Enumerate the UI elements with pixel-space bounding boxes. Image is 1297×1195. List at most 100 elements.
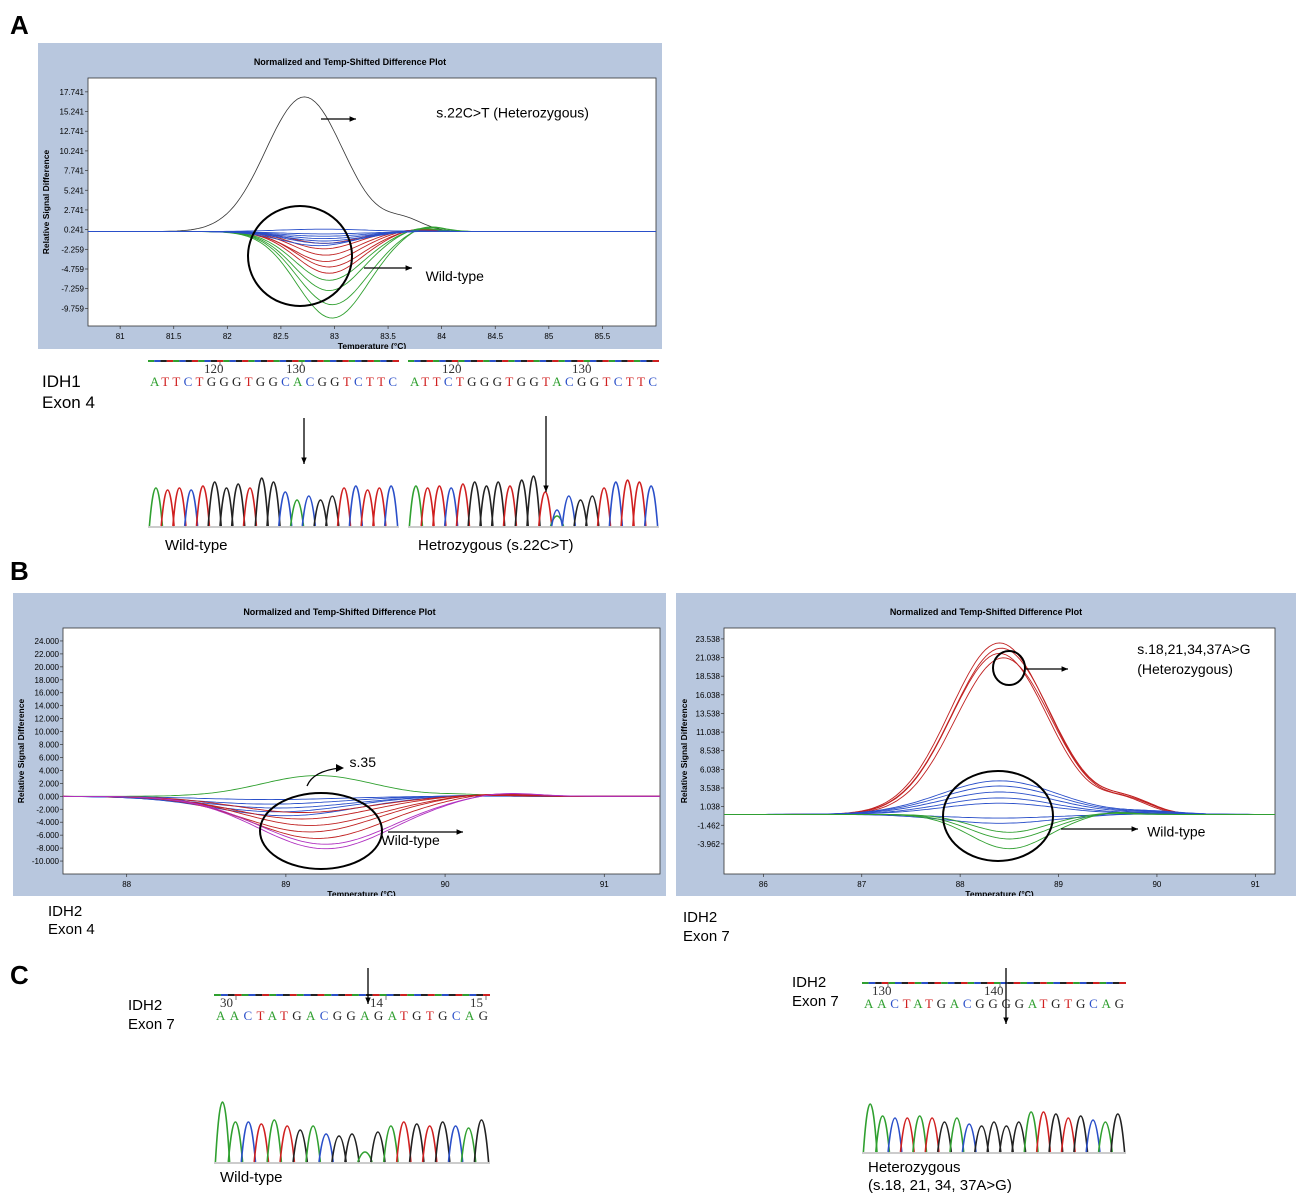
trace-peak-A <box>949 1117 965 1153</box>
trace-peak-A <box>382 1125 399 1163</box>
idh1-gene-label: IDH1 <box>42 372 81 391</box>
ruler-bar <box>386 994 394 996</box>
ruler-bar <box>602 360 609 362</box>
ruler-bar <box>439 360 446 362</box>
ruler-bar <box>427 994 435 996</box>
ruler-bar <box>974 982 981 984</box>
ruler-bar <box>520 360 528 362</box>
ruler-bar <box>469 994 477 996</box>
series-line-magenta <box>63 793 660 850</box>
x-axis-label: Temperature (°C) <box>327 889 396 896</box>
ruler-bar <box>324 994 332 996</box>
ruler-bar <box>421 994 428 996</box>
trace-peak-G <box>573 499 588 527</box>
ruler-bar <box>862 982 869 984</box>
trace-peak-C <box>608 481 624 527</box>
position-tick-label: 15 <box>470 995 483 1010</box>
ruler-bar <box>868 982 876 984</box>
x-tick-label: 84.5 <box>487 332 503 341</box>
ruler-bar <box>895 982 902 984</box>
ruler-bar <box>317 994 325 996</box>
ruler-bar <box>458 360 465 362</box>
ruler-bar <box>283 994 290 996</box>
trace-peak-T <box>1060 1117 1076 1153</box>
ruler-bar <box>248 994 256 996</box>
ruler-bar <box>408 360 415 362</box>
ruler-bar <box>627 360 634 362</box>
plot-area <box>62 627 661 875</box>
y-tick-label: -1.462 <box>697 821 720 830</box>
y-tick-label: 16.038 <box>696 691 721 700</box>
position-tick-label: 120 <box>204 361 224 376</box>
ruler-bar <box>298 360 305 362</box>
trace-peak-C <box>240 1121 257 1163</box>
ruler-bar <box>483 360 490 362</box>
ruler-bar <box>352 994 359 996</box>
ruler-bar <box>434 994 442 996</box>
trace-peak-C <box>643 485 659 527</box>
trace-peak-A <box>289 499 305 527</box>
ruler-bar <box>336 360 343 362</box>
chromatogram-idh1-wildtype: 120 130 A T T C T G G G T G G C A C G G T C T T C <box>146 358 401 530</box>
ruler-bar <box>414 994 421 996</box>
ruler-bar <box>464 360 471 362</box>
ruler-bar <box>577 360 584 362</box>
y-tick-label: -2.000 <box>36 805 59 814</box>
ruler-bar <box>502 360 509 362</box>
trace-peak-C <box>348 485 364 527</box>
ruler-bar <box>980 982 988 984</box>
trace-peak-G <box>1110 1113 1126 1153</box>
mutation-arrow-head <box>543 485 549 492</box>
c-left-gene-label: IDH2 <box>128 997 163 1014</box>
ruler-bar <box>1033 982 1041 984</box>
ruler-bar <box>304 360 312 362</box>
ruler-bar <box>1066 982 1074 984</box>
ruler-bar <box>928 982 935 984</box>
trace-peak-G <box>292 1129 309 1163</box>
ruler-bar <box>934 982 942 984</box>
idh2-exon4-gene-label: IDH2 <box>48 903 83 920</box>
y-tick-label: 2.000 <box>39 779 60 788</box>
ruler-bar <box>185 360 192 362</box>
ruler-bar <box>589 360 597 362</box>
ruler-bar <box>379 994 387 996</box>
y-tick-label: -4.759 <box>61 265 84 274</box>
panel-letter-c: C <box>10 960 29 990</box>
ruler-bar <box>223 360 230 362</box>
ruler-bar <box>888 982 895 984</box>
position-tick-label: 14 <box>370 995 384 1010</box>
idh1-wildtype-caption: Wild-type <box>165 537 228 554</box>
ruler-bar <box>160 360 167 362</box>
trace-peak-G <box>998 1125 1014 1153</box>
ruler-bar <box>267 360 274 362</box>
y-axis-label: Relative Signal Difference <box>16 699 26 804</box>
ruler-bar <box>365 994 373 996</box>
ruler-bar <box>552 360 559 362</box>
ruler-bar <box>633 360 641 362</box>
x-tick-label: 82.5 <box>273 332 289 341</box>
ruler-bar <box>1046 982 1054 984</box>
ruler-bar <box>455 994 463 996</box>
trace-peak-C <box>887 1117 903 1153</box>
ruler-bar <box>564 360 572 362</box>
trace-peak-T <box>924 1117 940 1153</box>
ruler-bar <box>1112 982 1120 984</box>
ruler-bar <box>361 360 368 362</box>
trace-peak-G <box>1048 1113 1064 1153</box>
trace-peak-T <box>502 485 518 527</box>
ruler-bar <box>323 360 330 362</box>
ruler-bar <box>1093 982 1100 984</box>
y-tick-label: 18.000 <box>35 676 60 685</box>
y-tick-label: 18.538 <box>696 672 721 681</box>
trace-peak-G <box>331 1135 347 1163</box>
ruler-bar <box>210 360 218 362</box>
ruler-bar <box>914 982 922 984</box>
series-line-green <box>724 812 1275 833</box>
ruler-bar <box>273 360 280 362</box>
ruler-bar <box>483 994 490 996</box>
ruler-bar <box>901 982 909 984</box>
y-tick-label: -2.259 <box>61 245 84 254</box>
annotation-label: s.22C>T (Heterozygous) <box>436 104 589 120</box>
y-tick-label: 1.038 <box>700 803 721 812</box>
